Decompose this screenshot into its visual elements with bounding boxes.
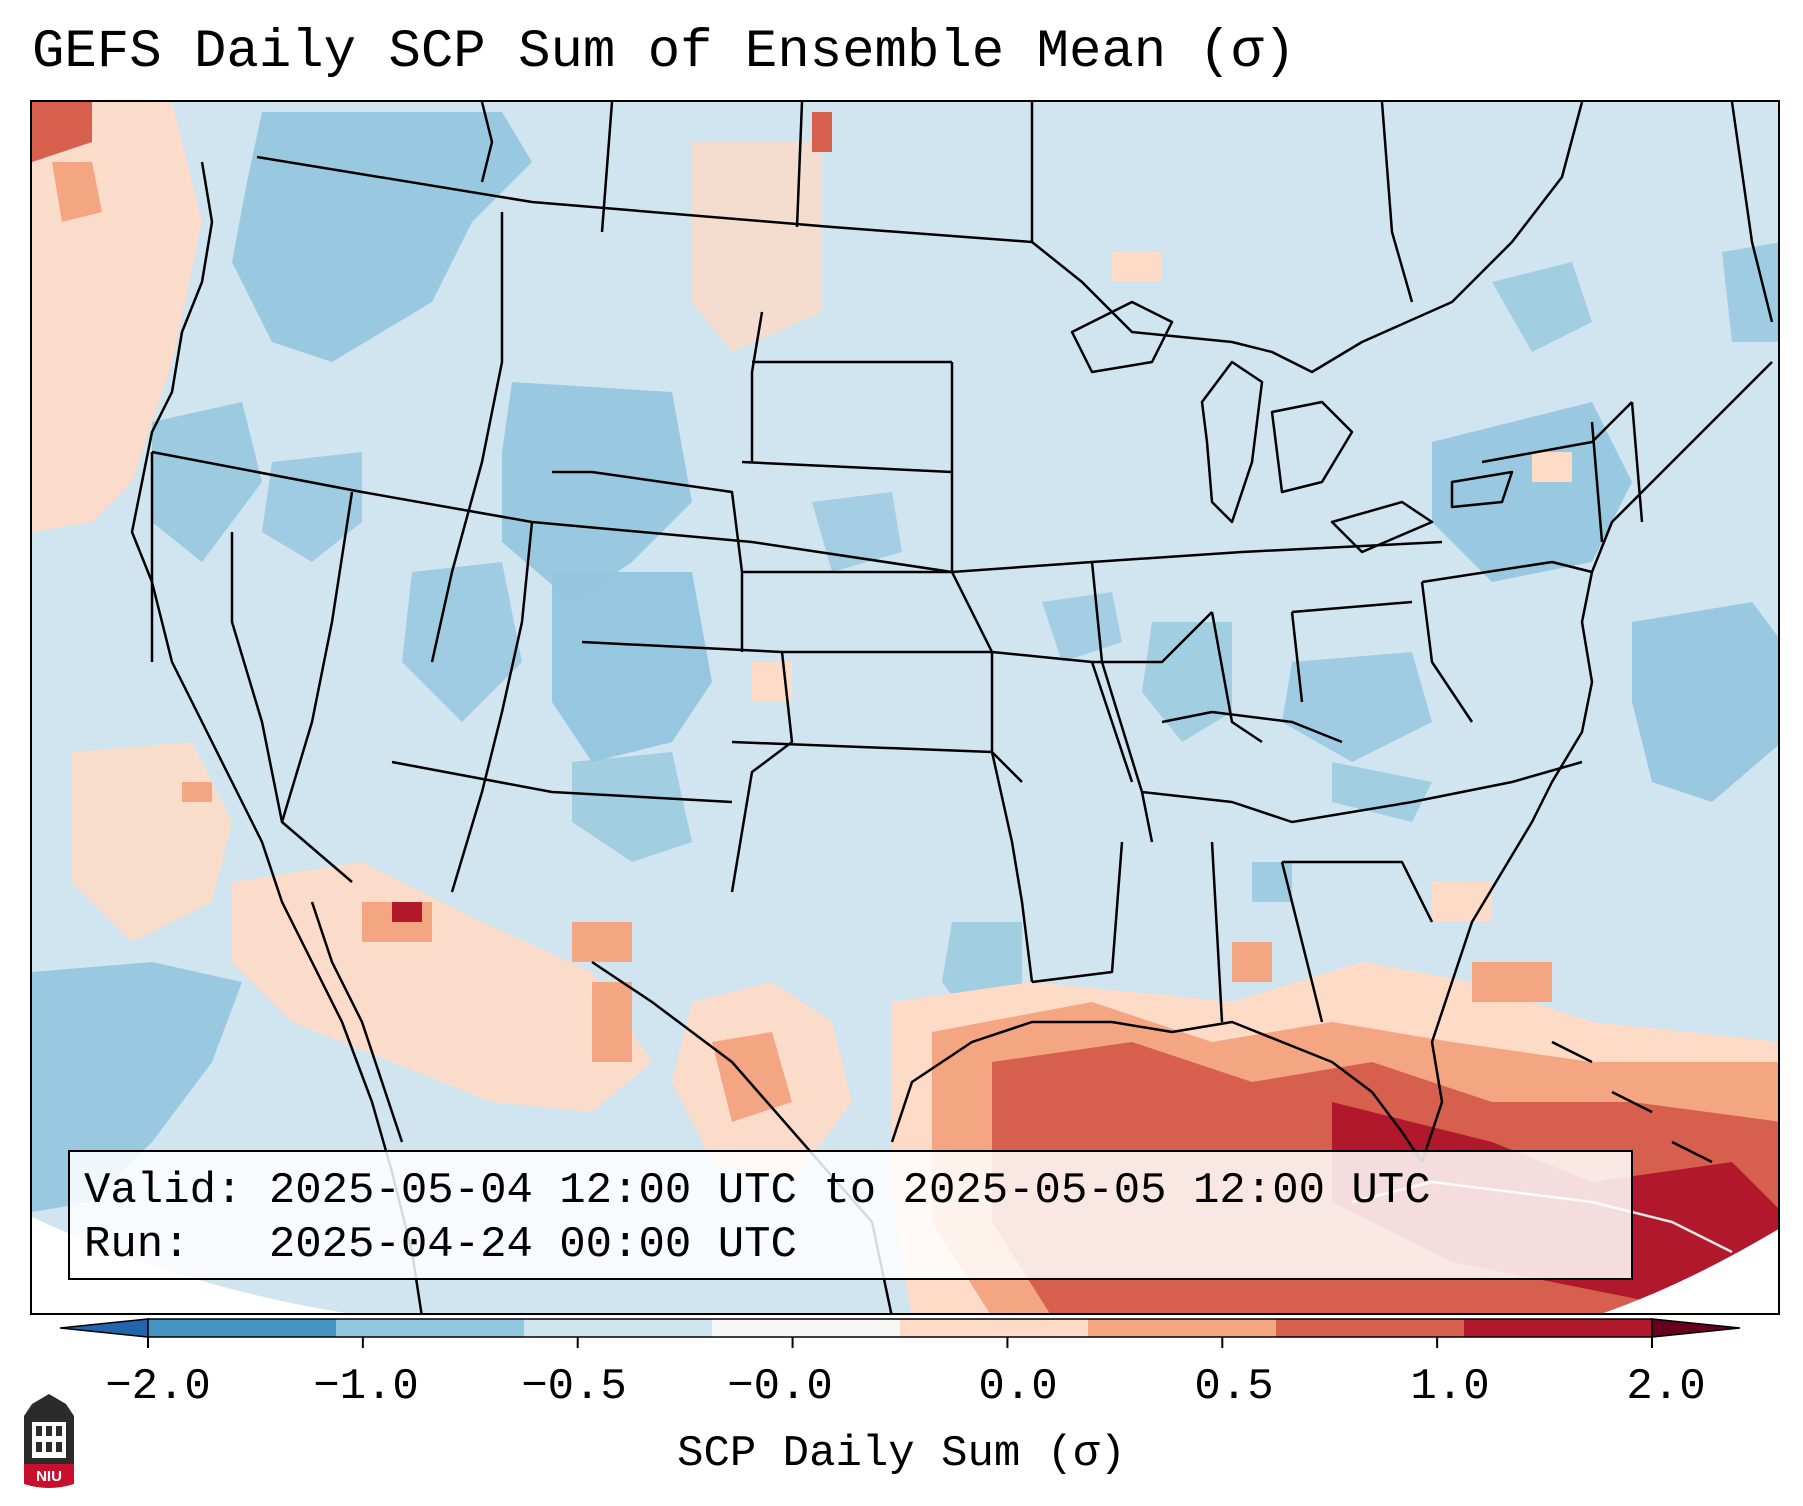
valid-time-text: Valid: 2025-05-04 12:00 UTC to 2025-05-0… (84, 1166, 1431, 1216)
state-borders (151, 450, 1443, 574)
logo-text: NIU (36, 1468, 62, 1485)
colorbar-outline (147, 1318, 1653, 1338)
anomaly-area-southwest (232, 862, 652, 1112)
no-data-corner-sw (32, 1217, 346, 1313)
tick-label: −1.0 (313, 1362, 419, 1412)
tick-label: −0.5 (521, 1362, 627, 1412)
anomaly-area-pacific (32, 962, 242, 1212)
us-canada-border (256, 102, 1584, 374)
colorbar-segment (524, 1319, 713, 1337)
tick-label: 1.0 (1410, 1362, 1490, 1412)
tick-label: 2.0 (1626, 1362, 1706, 1412)
chart-title: GEFS Daily SCP Sum of Ensemble Mean (σ) (32, 22, 1296, 83)
validity-info-box: Valid: 2025-05-04 12:00 UTC to 2025-05-0… (68, 1150, 1633, 1280)
anomaly-area-northeast (1432, 402, 1632, 582)
baja-coastline (310, 901, 404, 1143)
pacific-coastline (130, 161, 423, 1313)
colorbar-segment (712, 1319, 901, 1337)
map-panel (30, 100, 1780, 1315)
tick-label: −0.0 (727, 1362, 833, 1412)
tick-label: 0.5 (1194, 1362, 1274, 1412)
no-data-corner-se (1603, 1229, 1778, 1313)
great-lakes (1070, 300, 1174, 374)
colorbar-ticks (147, 1337, 1653, 1348)
anomaly-area-colorado (552, 572, 712, 762)
colorbar-segment (148, 1319, 337, 1337)
tick-label: 0.0 (978, 1362, 1058, 1412)
negative-anomaly-layer (32, 112, 1778, 1212)
run-time-text: Run: 2025-04-24 00:00 UTC (84, 1220, 797, 1270)
tick-label: −2.0 (105, 1362, 211, 1412)
scp-map (32, 102, 1778, 1313)
colorbar (60, 1318, 1740, 1348)
colorbar-extend-high (1651, 1318, 1740, 1338)
colorbar-segment (336, 1319, 525, 1337)
colorbar-label: SCP Daily Sum (σ) (677, 1429, 1126, 1479)
niu-logo-icon: NIU (24, 1394, 74, 1488)
colorbar-segment (1088, 1319, 1277, 1337)
colorbar-extend-low (60, 1318, 149, 1338)
colorbar-segments (148, 1319, 1653, 1337)
colorbar-segment (1276, 1319, 1465, 1337)
colorbar-segment (1464, 1319, 1653, 1337)
anomaly-area-atlantic (1632, 602, 1778, 802)
colorbar-segment (900, 1319, 1089, 1337)
anomaly-area-northwest (232, 112, 532, 362)
